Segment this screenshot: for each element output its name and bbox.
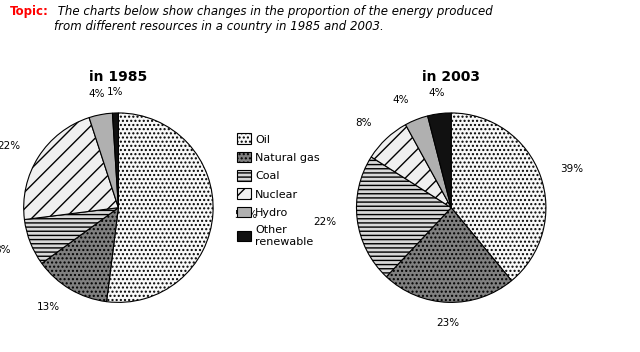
Text: 22%: 22%	[314, 217, 337, 227]
Wedge shape	[371, 125, 451, 208]
Wedge shape	[113, 113, 118, 208]
Wedge shape	[406, 116, 451, 208]
Title: in 2003: in 2003	[422, 70, 480, 84]
Text: Topic:: Topic:	[10, 5, 49, 18]
Wedge shape	[42, 208, 118, 302]
Text: 39%: 39%	[560, 164, 583, 174]
Text: 4%: 4%	[428, 88, 445, 98]
Wedge shape	[106, 113, 213, 302]
Wedge shape	[356, 157, 451, 277]
Wedge shape	[387, 208, 511, 302]
Text: 8%: 8%	[0, 245, 11, 255]
Wedge shape	[428, 113, 451, 208]
Text: 4%: 4%	[392, 95, 409, 105]
Text: 52%: 52%	[234, 210, 257, 220]
Text: 22%: 22%	[0, 141, 21, 151]
Wedge shape	[451, 113, 546, 281]
Text: 8%: 8%	[356, 118, 372, 128]
Text: The charts below show changes in the proportion of the energy produced
from diff: The charts below show changes in the pro…	[54, 5, 493, 33]
Wedge shape	[24, 208, 118, 263]
Text: 13%: 13%	[36, 302, 60, 312]
Title: in 1985: in 1985	[89, 70, 148, 84]
Legend: Oil, Natural gas, Coal, Nuclear, Hydro, Other
renewable: Oil, Natural gas, Coal, Nuclear, Hydro, …	[234, 130, 323, 250]
Text: 4%: 4%	[88, 89, 105, 99]
Text: 23%: 23%	[436, 318, 459, 328]
Wedge shape	[89, 113, 118, 208]
Text: 1%: 1%	[106, 87, 123, 97]
Wedge shape	[24, 118, 118, 220]
